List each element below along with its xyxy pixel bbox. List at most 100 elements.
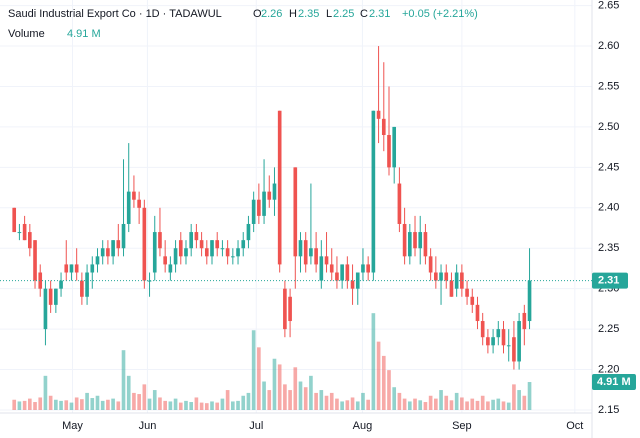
volume-bar — [470, 398, 475, 410]
candle-body — [215, 240, 220, 249]
volume-bar — [512, 384, 516, 410]
candle-body — [444, 272, 449, 281]
y-tick-label: 2.25 — [598, 323, 619, 335]
candle-body — [434, 272, 438, 281]
volume-bar — [210, 401, 214, 410]
candle-body — [491, 337, 495, 346]
volume-bar — [329, 392, 334, 410]
volume-bar — [491, 399, 495, 410]
candle-body — [288, 296, 292, 322]
volume-bar — [69, 402, 74, 410]
volume-bar — [366, 399, 370, 410]
candle-body — [43, 288, 48, 330]
candle-body — [137, 199, 141, 208]
y-tick-label: 2.45 — [598, 161, 619, 173]
candle-body — [329, 264, 334, 273]
candle-body — [163, 256, 167, 265]
volume-tag — [592, 374, 636, 391]
x-tick-label: Aug — [353, 420, 373, 432]
candle-body — [69, 264, 74, 273]
volume-bar — [90, 398, 95, 410]
candle-body — [225, 248, 230, 257]
volume-bar — [439, 390, 443, 410]
volume-bar — [486, 401, 490, 410]
candle-body — [413, 232, 417, 249]
volume-bar — [199, 402, 204, 410]
volume-bar — [522, 395, 527, 410]
candle-body — [48, 288, 53, 305]
volume-bar — [376, 341, 381, 410]
candle-body — [74, 264, 79, 273]
volume-bar — [137, 394, 141, 410]
volume-pane — [12, 313, 532, 410]
volume-bar — [59, 400, 63, 410]
y-tick-label: 2.50 — [598, 121, 619, 133]
candle-body — [142, 207, 147, 281]
volume-bar — [85, 392, 89, 410]
candle-body — [38, 272, 43, 289]
candle-body — [204, 248, 209, 257]
candle-body — [517, 321, 521, 362]
candle-body — [480, 321, 485, 338]
volume-bar — [189, 402, 194, 410]
volume-tag-label: 4.91 M — [597, 376, 631, 388]
volume-bar — [204, 403, 209, 410]
candle-body — [501, 329, 506, 346]
x-tick-label: May — [62, 420, 83, 432]
candle-body — [465, 288, 469, 297]
volume-bar — [283, 384, 287, 410]
volume-bar — [475, 400, 480, 410]
candle-body — [324, 256, 329, 265]
volume-bar — [517, 390, 521, 410]
volume-bar — [43, 375, 48, 410]
candle-body — [106, 248, 110, 257]
candle-body — [152, 232, 157, 273]
candle-body — [231, 256, 235, 258]
candle-body — [475, 304, 480, 322]
volume-bar — [246, 392, 251, 410]
candle-body — [220, 248, 225, 250]
volume-bar — [423, 402, 428, 410]
candle-body — [340, 264, 344, 281]
change: +0.05 (+2.21%) — [402, 8, 478, 20]
volume-bar — [267, 390, 272, 410]
candles — [12, 46, 532, 370]
open-value: 2.26 — [261, 8, 282, 20]
open-label: O — [253, 8, 262, 20]
candle-body — [210, 240, 214, 257]
candle-body — [277, 110, 282, 265]
volume-bar — [460, 397, 464, 410]
candle-body — [12, 207, 17, 233]
x-tick-label: Jul — [249, 420, 263, 432]
volume-bar — [407, 401, 412, 410]
volume-bar — [496, 398, 501, 410]
volume-label: Volume — [8, 28, 45, 40]
volume-bar — [48, 395, 53, 410]
candle-body — [64, 264, 69, 273]
y-tick-label: 2.15 — [598, 404, 619, 416]
y-tick-label: 2.65 — [598, 0, 619, 12]
volume-bar — [345, 400, 350, 410]
volume-bar — [340, 401, 344, 410]
candle-body — [335, 272, 339, 281]
volume-bar — [449, 400, 454, 410]
high-label: H — [289, 8, 297, 20]
volume-bar — [257, 347, 261, 410]
y-tick-label: 2.20 — [598, 363, 619, 375]
volume-bar — [293, 367, 298, 410]
candle-body — [184, 248, 188, 257]
volume-bar — [251, 330, 256, 410]
volume-bar — [158, 397, 162, 410]
volume-bar — [413, 398, 417, 410]
candle-body — [199, 240, 204, 249]
volume-bar — [38, 397, 43, 410]
volume-value: 4.91 M — [67, 28, 101, 40]
candle-body — [522, 312, 527, 330]
volume-bar — [147, 398, 152, 410]
candle-body — [486, 337, 490, 346]
candle-body — [376, 110, 381, 119]
candle-body — [293, 167, 298, 257]
candle-body — [392, 126, 397, 168]
